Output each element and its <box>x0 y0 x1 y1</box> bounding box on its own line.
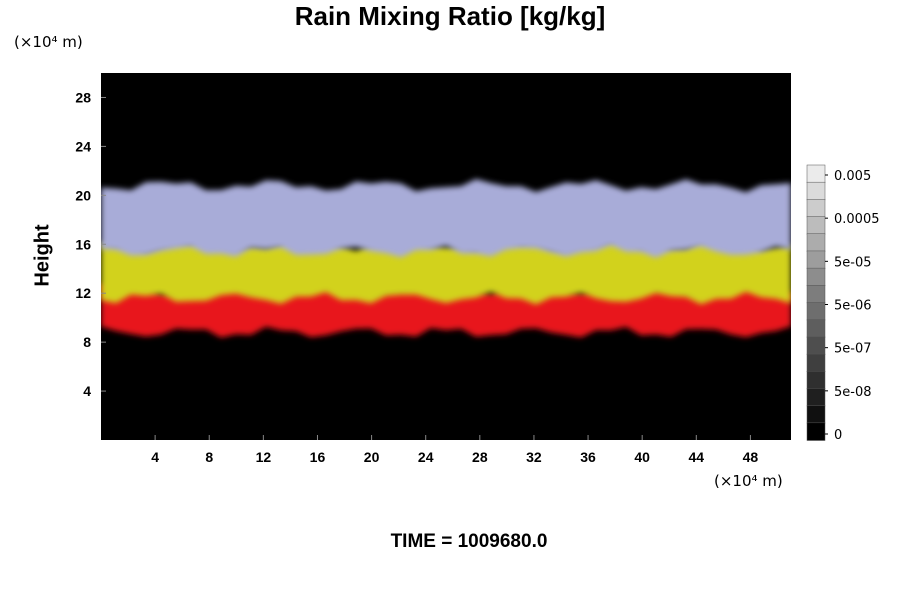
x-tick-label: 48 <box>743 449 759 465</box>
colorbar-level <box>806 216 826 235</box>
y-tick-label: 20 <box>75 187 91 203</box>
colorbar-level <box>806 285 826 304</box>
colorbar-level <box>806 405 826 424</box>
colorbar-level <box>806 353 826 372</box>
colorbar-tick-label: 5e-06 <box>834 299 872 314</box>
y-tick-label: 28 <box>75 89 91 105</box>
x-tick-label: 16 <box>310 449 326 465</box>
colorbar-tick-label: 5e-07 <box>834 342 872 357</box>
y-tick-label: 12 <box>75 285 91 301</box>
y-tick-label: 4 <box>83 383 91 399</box>
colorbar-level <box>806 371 826 390</box>
colorbar-tick-label: 5e-05 <box>834 255 872 270</box>
x-tick-label: 4 <box>151 449 159 465</box>
colorbar-tick-label: 5e-08 <box>834 385 872 400</box>
y-axis-unit: (×10⁴ m) <box>14 33 83 51</box>
colorbar-tick-label: 0.005 <box>834 169 871 184</box>
band-middle <box>101 238 791 305</box>
x-tick-label: 40 <box>634 449 650 465</box>
colorbar-level <box>806 181 826 201</box>
colorbar-level <box>806 336 826 355</box>
x-tick-label: 32 <box>526 449 542 465</box>
x-tick-label: 20 <box>364 449 380 465</box>
colorbar-tick-label: 0 <box>834 428 842 443</box>
colorbar-level <box>806 164 826 183</box>
band-upper <box>101 179 791 258</box>
x-tick-label: 36 <box>580 449 596 465</box>
colorbar-level <box>806 250 826 269</box>
x-axis-unit: (×10⁴ m) <box>714 472 783 490</box>
colorbar-level <box>806 302 826 321</box>
colorbar-tick-label: 0.0005 <box>834 212 880 227</box>
y-tick-label: 16 <box>75 236 91 252</box>
x-tick-label: 8 <box>205 449 213 465</box>
colorbar-level <box>806 422 826 441</box>
x-tick-label: 28 <box>472 449 488 465</box>
heatmap-bands <box>101 179 791 338</box>
colorbar-level <box>806 388 826 407</box>
y-tick-label: 24 <box>75 138 91 154</box>
y-tick-label: 8 <box>83 334 91 350</box>
colorbar-level <box>806 267 826 287</box>
colorbar-level <box>806 199 826 218</box>
colorbar: 0.005 0.0005 5e-05 5e-06 5e-07 5e-08 0 <box>806 164 880 443</box>
colorbar-level <box>806 233 826 252</box>
x-tick-label: 44 <box>689 449 705 465</box>
colorbar-level <box>806 319 826 338</box>
time-footer: TIME = 1009680.0 <box>390 531 548 552</box>
x-tick-label: 24 <box>418 449 434 465</box>
chart-title: Rain Mixing Ratio [kg/kg] <box>294 1 606 31</box>
x-tick-label: 12 <box>256 449 272 465</box>
